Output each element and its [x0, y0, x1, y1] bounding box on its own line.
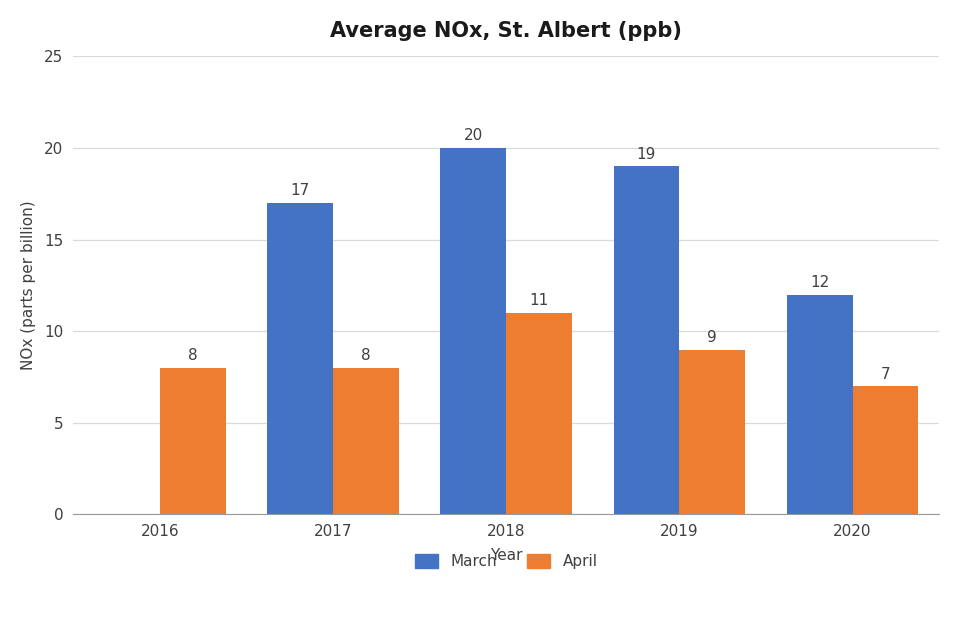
Text: 11: 11: [529, 293, 549, 308]
Text: 8: 8: [188, 348, 198, 364]
Text: 9: 9: [708, 330, 717, 345]
Bar: [613, 166, 680, 515]
Bar: [441, 148, 506, 515]
Bar: [267, 203, 333, 515]
X-axis label: Year: Year: [490, 548, 522, 563]
Bar: [680, 349, 745, 515]
Bar: [159, 368, 226, 515]
Text: 19: 19: [636, 147, 656, 162]
Text: 8: 8: [361, 348, 371, 364]
Y-axis label: NOx (parts per billion): NOx (parts per billion): [21, 200, 36, 370]
Text: 17: 17: [291, 183, 310, 198]
Legend: March, April: March, April: [409, 548, 604, 575]
Text: 20: 20: [464, 129, 483, 143]
Bar: [852, 386, 919, 515]
Text: 7: 7: [880, 367, 890, 381]
Text: 12: 12: [810, 275, 829, 290]
Bar: [333, 368, 398, 515]
Bar: [506, 313, 572, 515]
Bar: [787, 294, 852, 515]
Title: Average NOx, St. Albert (ppb): Average NOx, St. Albert (ppb): [330, 21, 683, 41]
